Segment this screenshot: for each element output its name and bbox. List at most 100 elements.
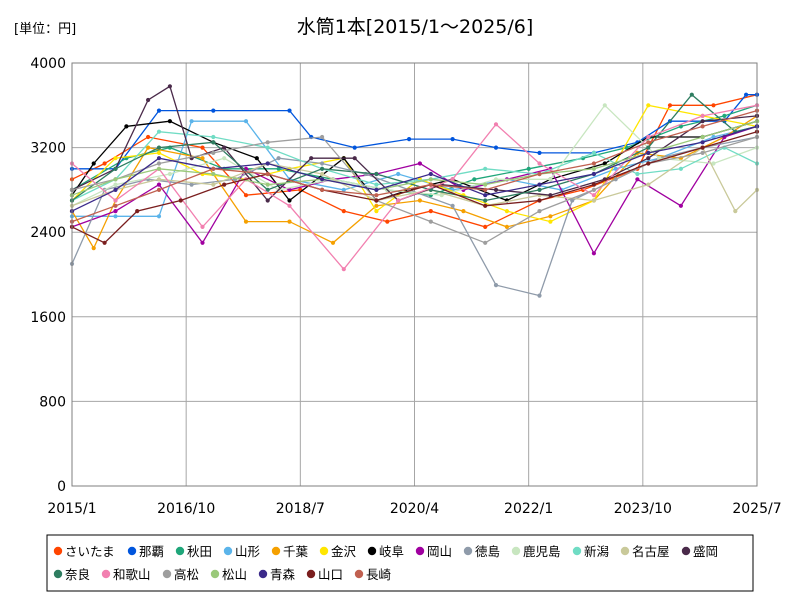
legend-marker xyxy=(620,546,630,556)
data-point xyxy=(146,134,151,140)
data-point xyxy=(102,161,107,166)
data-point xyxy=(156,214,162,219)
data-point xyxy=(374,171,379,177)
data-point xyxy=(483,240,488,245)
data-point xyxy=(483,193,488,198)
y-tick-label: 3200 xyxy=(30,141,66,157)
data-point xyxy=(450,203,455,208)
data-point xyxy=(309,156,314,161)
data-point xyxy=(320,161,325,166)
data-point xyxy=(700,134,705,140)
data-point xyxy=(667,103,673,108)
data-point xyxy=(744,92,749,97)
data-point xyxy=(287,187,292,192)
data-point xyxy=(200,156,205,161)
data-point xyxy=(646,145,651,150)
legend-marker xyxy=(511,546,521,556)
data-point xyxy=(320,171,325,177)
legend-label: 山形 xyxy=(235,544,261,559)
data-point xyxy=(689,92,694,97)
data-point xyxy=(211,134,216,140)
legend-marker xyxy=(53,546,63,556)
data-point xyxy=(711,134,716,140)
legend-item: 岡山 xyxy=(415,544,452,559)
data-point xyxy=(428,219,433,224)
data-point xyxy=(428,209,433,214)
series-20 xyxy=(69,108,760,224)
legend-label: 鹿児島 xyxy=(523,544,561,559)
data-point xyxy=(243,119,249,124)
data-point xyxy=(537,293,542,298)
data-point xyxy=(374,198,379,203)
data-point xyxy=(320,187,325,192)
legend-marker xyxy=(572,546,582,556)
y-tick-label: 4000 xyxy=(30,56,66,72)
legend-marker xyxy=(162,569,172,579)
data-point xyxy=(591,187,597,192)
data-point xyxy=(548,193,553,198)
data-point xyxy=(91,246,96,251)
legend-marker xyxy=(681,546,691,556)
legend-label: 高松 xyxy=(174,567,199,582)
unit-label: [単位：円] xyxy=(14,21,76,37)
data-point xyxy=(591,161,597,166)
legend-label: 山口 xyxy=(318,567,343,582)
data-point xyxy=(320,166,325,171)
legend-label: 岐阜 xyxy=(379,544,404,559)
data-point xyxy=(200,224,205,229)
data-point xyxy=(591,193,597,198)
y-tick-label: 0 xyxy=(57,479,66,495)
data-point xyxy=(537,171,542,177)
legend-box xyxy=(46,534,754,592)
data-point xyxy=(265,161,270,166)
series-line xyxy=(71,136,758,244)
data-point xyxy=(537,150,542,155)
data-point xyxy=(374,193,379,198)
data-point xyxy=(537,187,542,192)
data-point xyxy=(156,156,162,161)
data-point xyxy=(428,171,433,177)
data-point xyxy=(91,161,96,166)
x-tick-label: 2016/10 xyxy=(157,501,215,517)
legend-marker xyxy=(463,546,473,556)
legend-marker xyxy=(223,546,233,556)
data-point xyxy=(265,187,270,192)
data-point xyxy=(287,198,292,203)
data-point xyxy=(374,209,379,214)
data-point xyxy=(417,198,422,203)
data-point xyxy=(211,166,216,171)
data-point xyxy=(711,103,716,108)
chart-title: 水筒1本[2015/1～2025/6] xyxy=(297,16,534,38)
x-tick-label: 2020/4 xyxy=(390,501,439,517)
data-point xyxy=(352,156,357,161)
data-point xyxy=(156,182,162,187)
legend-item: 松山 xyxy=(210,567,247,582)
data-point xyxy=(287,203,292,208)
data-point xyxy=(124,124,129,129)
data-point xyxy=(146,97,151,103)
data-point xyxy=(428,177,433,182)
legend-item: さいたま xyxy=(53,544,115,559)
data-point xyxy=(646,150,651,155)
data-point xyxy=(602,161,607,166)
data-point xyxy=(222,156,227,161)
data-point xyxy=(483,166,488,171)
data-point xyxy=(493,122,499,127)
data-point xyxy=(211,140,216,145)
data-point xyxy=(113,214,118,219)
data-point xyxy=(254,156,259,161)
legend-label: 金沢 xyxy=(331,544,357,559)
data-point xyxy=(493,177,499,182)
data-point xyxy=(178,198,183,203)
legend-label: 和歌山 xyxy=(113,567,151,582)
data-point xyxy=(537,161,542,166)
data-point xyxy=(222,182,227,187)
data-point xyxy=(646,182,651,187)
data-point xyxy=(200,240,205,245)
data-point xyxy=(646,161,651,166)
data-point xyxy=(450,137,455,142)
data-point xyxy=(330,240,336,245)
axes: 0 800 1600 2400 3200 4000 2015/1 2016/10 2018/7 2… xyxy=(30,56,781,517)
data-point xyxy=(700,119,705,124)
series-line xyxy=(71,120,758,196)
